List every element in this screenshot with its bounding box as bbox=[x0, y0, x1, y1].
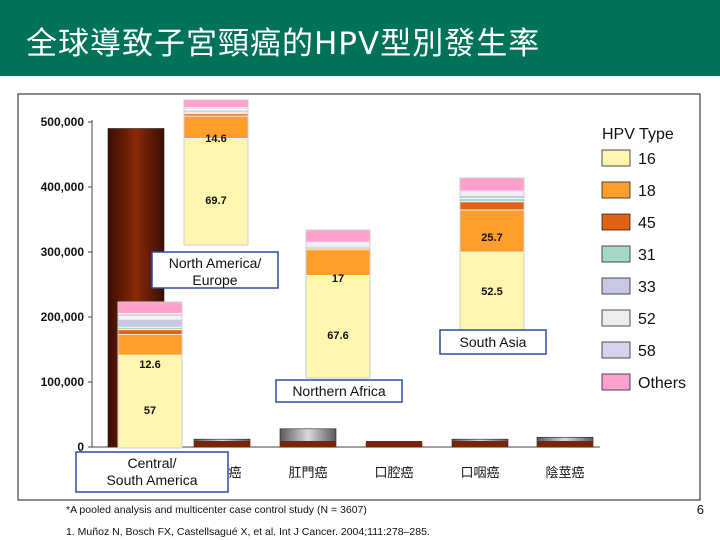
region-label: Northern Africa bbox=[292, 383, 386, 399]
bar-base-3 bbox=[366, 441, 422, 447]
region-label-box bbox=[275, 379, 403, 403]
bar-base-2 bbox=[280, 441, 336, 447]
stack-data-label: 17 bbox=[332, 273, 344, 285]
legend-label: Others bbox=[638, 375, 686, 392]
legend-label: 58 bbox=[638, 343, 656, 360]
y-tick-label: 300,000 bbox=[41, 245, 85, 259]
stack-segment bbox=[459, 209, 525, 253]
footnote: *A pooled analysis and multicenter case … bbox=[66, 504, 367, 516]
stack-data-label: 52.5 bbox=[481, 286, 502, 298]
category-label: 肛門癌 bbox=[288, 465, 327, 481]
stack-data-label: 57 bbox=[144, 405, 156, 417]
region-label: South Asia bbox=[460, 334, 527, 350]
stack-outline bbox=[183, 99, 249, 246]
stack-segment bbox=[459, 201, 525, 211]
legend-label: 31 bbox=[638, 247, 656, 264]
stack-data-label: 69.7 bbox=[205, 195, 226, 207]
slide-title: 全球導致子宮頸癌的HPV型別發生率 bbox=[26, 26, 541, 62]
stack-segment bbox=[459, 198, 525, 203]
region-label: South America bbox=[106, 472, 197, 488]
stack-segment bbox=[459, 194, 525, 199]
legend-swatch bbox=[601, 373, 631, 391]
y-tick-label: 100,000 bbox=[41, 375, 85, 389]
stack-segment bbox=[305, 249, 371, 276]
stack-segment bbox=[117, 301, 183, 314]
legend-label: 33 bbox=[638, 279, 656, 296]
stack-segment bbox=[459, 177, 525, 192]
bar-base-4 bbox=[452, 441, 508, 447]
legend-swatch bbox=[601, 213, 631, 231]
stack-segment bbox=[117, 329, 183, 335]
y-tick-label: 200,000 bbox=[41, 310, 85, 324]
reference: 1. Muñoz N, Bosch FX, Castellsagué X, et… bbox=[66, 526, 430, 538]
y-tick-label: 0 bbox=[77, 440, 84, 454]
stack-data-label: 67.6 bbox=[327, 330, 348, 342]
stack-segment bbox=[459, 251, 525, 339]
legend-swatch bbox=[601, 149, 631, 167]
region-label: North America/ bbox=[169, 255, 262, 271]
stack-segment bbox=[117, 334, 183, 356]
legend-title: HPV Type bbox=[602, 126, 674, 143]
stack-segment bbox=[305, 229, 371, 243]
region-label-box bbox=[439, 329, 547, 355]
region-label: Europe bbox=[192, 272, 237, 288]
title-bar bbox=[0, 0, 720, 76]
legend-label: 52 bbox=[638, 311, 656, 328]
slide-number: 6 bbox=[696, 502, 704, 517]
stack-segment bbox=[183, 137, 249, 246]
legend-swatch bbox=[601, 309, 631, 327]
stack-data-label: 14.6 bbox=[205, 133, 226, 145]
bar-base-5 bbox=[537, 441, 593, 447]
legend-swatch bbox=[601, 181, 631, 199]
legend-swatch bbox=[601, 245, 631, 263]
region-label-box bbox=[151, 251, 279, 289]
y-tick-label: 400,000 bbox=[41, 180, 85, 194]
legend-label: 45 bbox=[638, 215, 656, 232]
legend-swatch bbox=[601, 341, 631, 359]
region-label: Central/ bbox=[127, 455, 176, 471]
stack-segment bbox=[305, 275, 371, 379]
category-label: 陰莖癌 bbox=[545, 465, 584, 481]
stack-outline bbox=[305, 229, 371, 379]
stack-segment bbox=[117, 318, 183, 328]
category-label: 口腔癌 bbox=[374, 465, 413, 481]
region-label-box bbox=[75, 451, 229, 493]
legend-label: 16 bbox=[638, 151, 656, 168]
y-tick-label: 500,000 bbox=[41, 115, 85, 129]
legend-swatch bbox=[601, 277, 631, 295]
legend-label: 18 bbox=[638, 183, 656, 200]
bar-base-1 bbox=[194, 441, 250, 447]
stack-segment bbox=[183, 99, 249, 109]
stack-data-label: 25.7 bbox=[481, 232, 502, 244]
stack-segment bbox=[117, 313, 183, 318]
category-label: 口咽癌 bbox=[460, 465, 499, 481]
stack-outline bbox=[117, 301, 183, 449]
stack-data-label: 12.6 bbox=[139, 359, 160, 371]
